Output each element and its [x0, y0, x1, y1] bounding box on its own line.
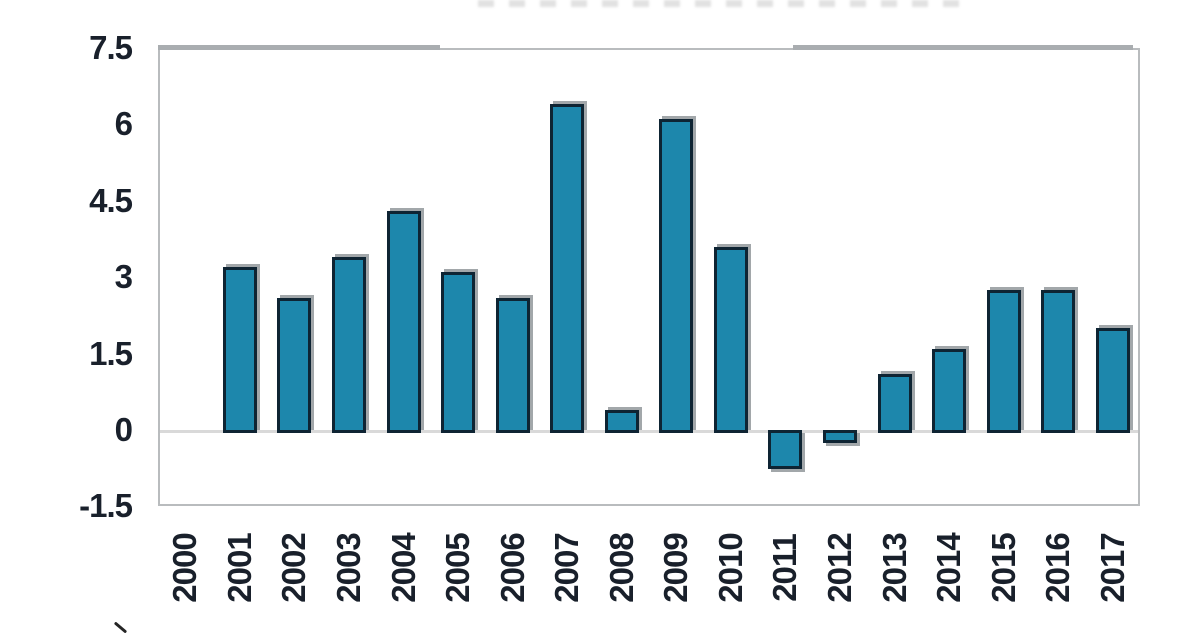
bar-2002 [277, 298, 311, 433]
bar-2016 [1041, 290, 1075, 433]
bar-2012 [823, 430, 857, 443]
x-tick-label-2010: 2010 [712, 533, 749, 603]
x-tick-label-2005: 2005 [439, 533, 476, 603]
bar-2011 [768, 430, 802, 469]
bar-2014 [932, 349, 966, 433]
x-tick-label-2006: 2006 [494, 533, 531, 603]
y-tick-label-7.5: 7.5 [89, 29, 133, 66]
top-border-segment-right [793, 45, 1133, 50]
y-tick-label-4.5: 4.5 [89, 182, 133, 219]
x-tick-label-2003: 2003 [330, 533, 367, 603]
x-tick-label-2000: 2000 [166, 533, 203, 603]
x-tick-label-2011: 2011 [766, 534, 803, 602]
x-tick-label-2013: 2013 [876, 533, 913, 603]
bar-2008 [605, 410, 639, 433]
y-tick-label-6: 6 [114, 105, 133, 142]
x-tick-label-2012: 2012 [821, 533, 858, 603]
y-tick-label-0: 0 [114, 411, 133, 448]
bar-2007 [550, 104, 584, 433]
cropped-title-remnant [478, 0, 966, 7]
bar-2010 [714, 247, 748, 433]
x-tick-label-2017: 2017 [1094, 533, 1131, 603]
bar-2003 [332, 257, 366, 433]
bar-2015 [987, 290, 1021, 433]
x-tick-label-2008: 2008 [603, 533, 640, 603]
x-tick-label-2014: 2014 [930, 533, 967, 603]
bar-2013 [878, 374, 912, 433]
plot-area [158, 45, 1140, 506]
bar-2004 [387, 211, 421, 433]
x-tick-label-2015: 2015 [985, 533, 1022, 603]
bar-2001 [223, 267, 257, 433]
x-tick-label-2004: 2004 [385, 533, 422, 603]
bar-2009 [659, 119, 693, 433]
bar-2005 [441, 272, 475, 433]
y-tick-label-3: 3 [114, 258, 133, 295]
stray-mark [113, 621, 128, 634]
y-tick-label--1.5: -1.5 [79, 487, 133, 524]
bar-2006 [496, 298, 530, 433]
top-border-segment-left [158, 45, 440, 50]
y-tick-label-1.5: 1.5 [89, 335, 133, 372]
bar-2017 [1096, 328, 1130, 433]
x-tick-label-2002: 2002 [275, 533, 312, 603]
zero-gridline [160, 430, 1138, 433]
x-tick-label-2016: 2016 [1039, 533, 1076, 603]
x-tick-label-2007: 2007 [548, 533, 585, 603]
x-tick-label-2001: 2001 [221, 533, 258, 603]
x-tick-label-2009: 2009 [657, 533, 694, 603]
